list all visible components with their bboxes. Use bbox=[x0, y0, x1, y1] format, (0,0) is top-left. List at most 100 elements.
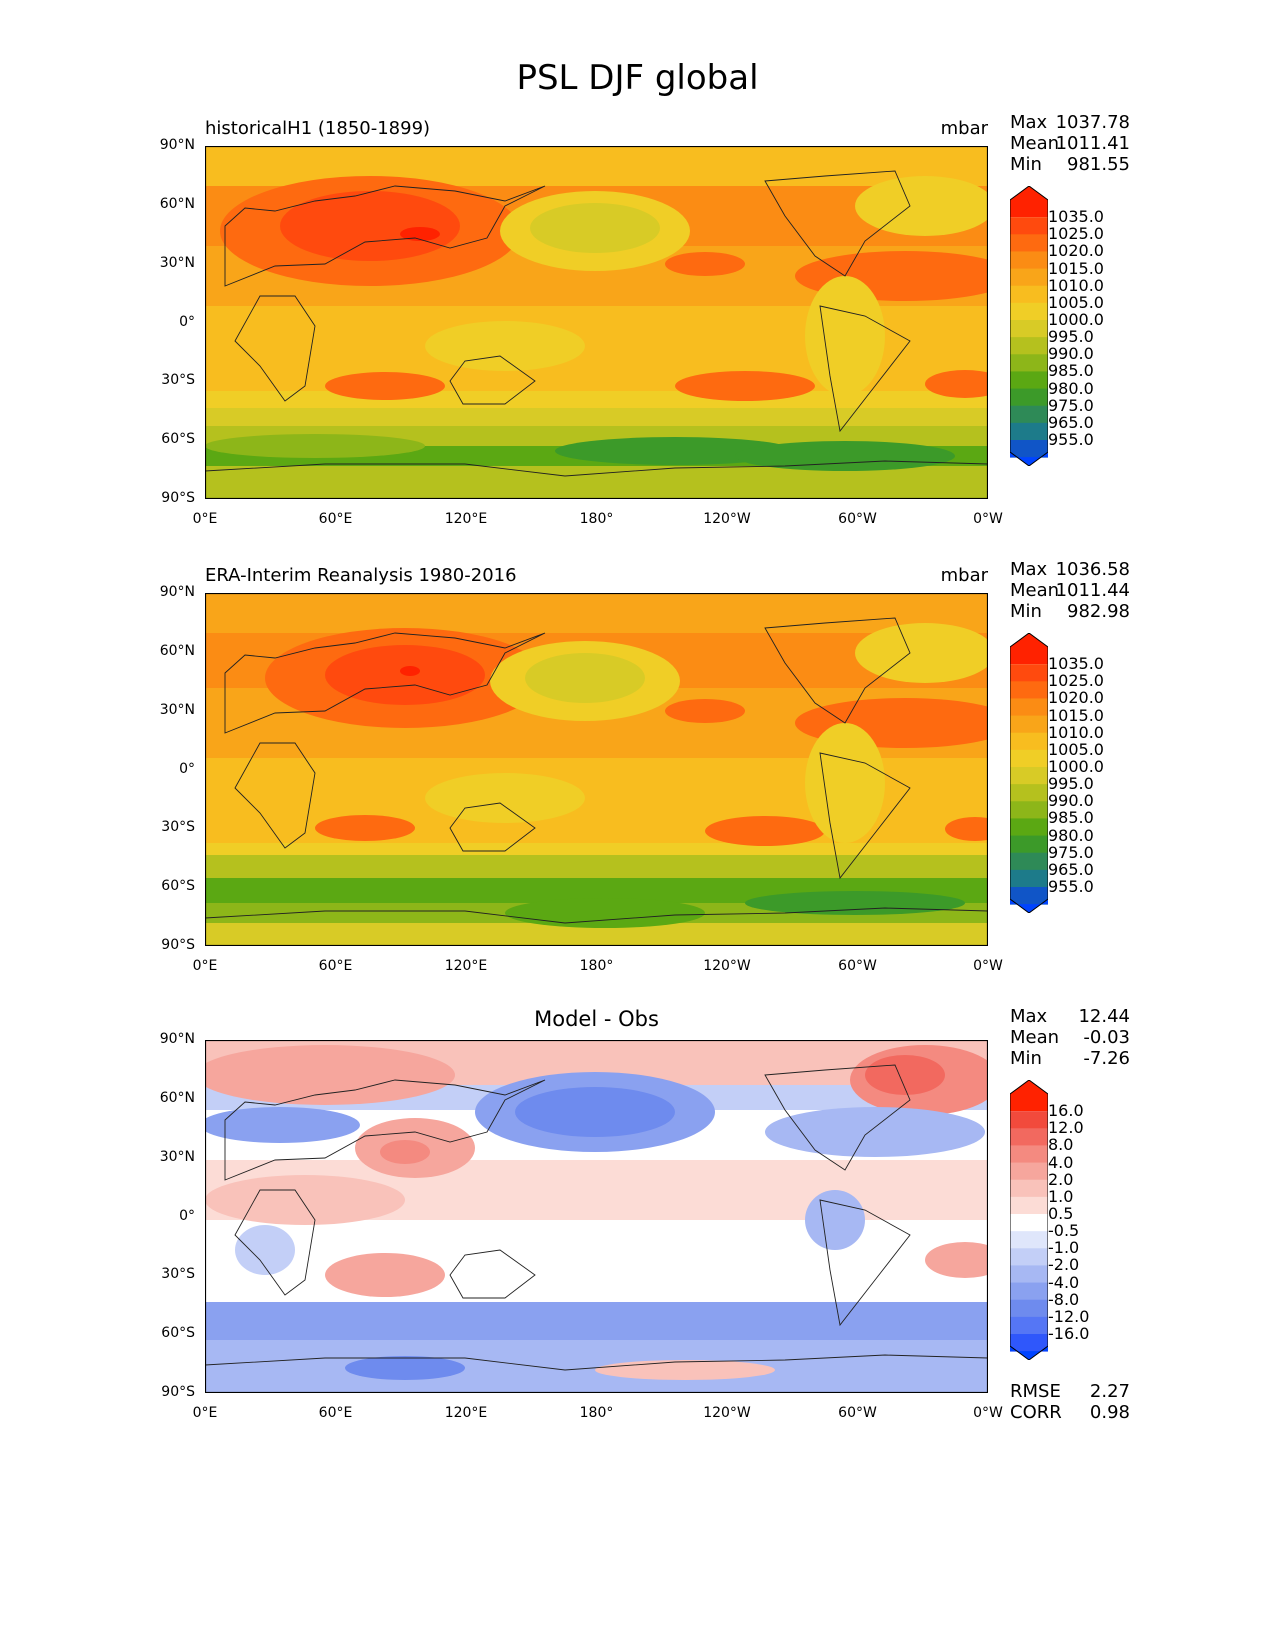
colorbar-label: -8.0 bbox=[1048, 1290, 1079, 1309]
colorbar-swatch bbox=[1010, 698, 1048, 716]
contour-region bbox=[505, 898, 705, 928]
colorbar-swatch bbox=[1010, 354, 1048, 372]
colorbar-label: -12.0 bbox=[1048, 1307, 1089, 1326]
contour-region bbox=[595, 1360, 775, 1380]
y-tick-label: 60°S bbox=[139, 878, 195, 894]
x-tick-label: 60°E bbox=[301, 958, 371, 974]
contour-region bbox=[205, 1107, 360, 1143]
contour-region bbox=[380, 1140, 430, 1164]
colorbar-swatch bbox=[1010, 1300, 1048, 1318]
stat-value-max: 1036.58 bbox=[1040, 559, 1130, 580]
colorbar-swatch bbox=[1010, 303, 1048, 321]
panel-title: Model - Obs bbox=[205, 1007, 988, 1031]
contour-region bbox=[280, 191, 460, 261]
colorbar-label: 955.0 bbox=[1048, 430, 1094, 449]
figure-title: PSL DJF global bbox=[0, 58, 1275, 98]
units-label: mbar bbox=[888, 565, 988, 586]
colorbar-swatch bbox=[1010, 1197, 1048, 1215]
colorbar-label: 990.0 bbox=[1048, 791, 1094, 810]
contour-band bbox=[205, 408, 988, 426]
colorbar-swatch bbox=[1010, 1111, 1048, 1129]
contour-region bbox=[805, 1190, 865, 1250]
stat-value-mean: -0.03 bbox=[1040, 1027, 1130, 1048]
colorbar-label: -16.0 bbox=[1048, 1324, 1089, 1343]
contour-region bbox=[665, 252, 745, 276]
units-label: mbar bbox=[888, 118, 988, 139]
map-svg bbox=[205, 146, 988, 499]
x-tick-label: 0°E bbox=[170, 958, 240, 974]
colorbar bbox=[1010, 633, 1048, 913]
x-tick-label: 120°W bbox=[692, 1405, 762, 1421]
stat-value-max: 1037.78 bbox=[1040, 112, 1130, 133]
colorbar-label: 16.0 bbox=[1048, 1101, 1084, 1120]
map-panel bbox=[205, 593, 988, 946]
y-tick-label: 90°N bbox=[139, 584, 195, 600]
colorbar-label: 995.0 bbox=[1048, 774, 1094, 793]
colorbar-label: 1020.0 bbox=[1048, 688, 1104, 707]
colorbar-label: 975.0 bbox=[1048, 396, 1094, 415]
colorbar-top-extend bbox=[1010, 1080, 1048, 1111]
colorbar-swatch bbox=[1010, 251, 1048, 269]
contour-band bbox=[205, 1355, 988, 1393]
contour-region bbox=[425, 773, 585, 823]
x-tick-label: 0°E bbox=[170, 511, 240, 527]
colorbar-swatch bbox=[1010, 750, 1048, 768]
y-tick-label: 0° bbox=[139, 1208, 195, 1224]
colorbar-label: 1035.0 bbox=[1048, 654, 1104, 673]
colorbar-label: 1010.0 bbox=[1048, 723, 1104, 742]
stat-label-min: Min bbox=[1010, 154, 1042, 175]
stat-value-mean: 1011.44 bbox=[1040, 580, 1130, 601]
colorbar-label: 955.0 bbox=[1048, 877, 1094, 896]
colorbar-swatch bbox=[1010, 1317, 1048, 1335]
colorbar-swatch bbox=[1010, 853, 1048, 871]
colorbar-label: 1025.0 bbox=[1048, 671, 1104, 690]
colorbar-label: 1.0 bbox=[1048, 1187, 1073, 1206]
map-svg bbox=[205, 593, 988, 946]
contour-band bbox=[205, 843, 988, 855]
contour-region bbox=[675, 371, 815, 401]
colorbar-swatch bbox=[1010, 1163, 1048, 1181]
colorbar-swatch bbox=[1010, 320, 1048, 338]
colorbar-swatch bbox=[1010, 1214, 1048, 1232]
contour-region bbox=[530, 203, 660, 253]
colorbar-swatch bbox=[1010, 767, 1048, 785]
map-panel bbox=[205, 1040, 988, 1393]
colorbar-label: 975.0 bbox=[1048, 843, 1094, 862]
stat-value-min: 981.55 bbox=[1040, 154, 1130, 175]
colorbar-swatch bbox=[1010, 1248, 1048, 1266]
colorbar-label: 1035.0 bbox=[1048, 207, 1104, 226]
contour-region bbox=[805, 723, 885, 843]
colorbar-swatch bbox=[1010, 801, 1048, 819]
colorbar-label: 1005.0 bbox=[1048, 293, 1104, 312]
stat-label-min: Min bbox=[1010, 1048, 1042, 1069]
contour-region bbox=[205, 434, 425, 458]
contour-band bbox=[205, 1340, 988, 1355]
x-tick-label: 0°W bbox=[953, 958, 1023, 974]
colorbar-label: 995.0 bbox=[1048, 327, 1094, 346]
colorbar-label: 4.0 bbox=[1048, 1153, 1073, 1172]
x-tick-label: 0°W bbox=[953, 511, 1023, 527]
contour-region bbox=[705, 816, 825, 846]
contour-region bbox=[325, 372, 445, 400]
colorbar-swatch bbox=[1010, 1231, 1048, 1249]
colorbar-label: 1010.0 bbox=[1048, 276, 1104, 295]
map-panel bbox=[205, 146, 988, 499]
x-tick-label: 120°E bbox=[431, 511, 501, 527]
stat-value-max: 12.44 bbox=[1040, 1006, 1130, 1027]
colorbar-swatch bbox=[1010, 1145, 1048, 1163]
contour-band bbox=[205, 391, 988, 408]
colorbar-svg bbox=[1010, 633, 1048, 913]
colorbar-label: 1000.0 bbox=[1048, 757, 1104, 776]
y-tick-label: 60°S bbox=[139, 1325, 195, 1341]
colorbar-swatch bbox=[1010, 440, 1048, 458]
contour-region bbox=[315, 815, 415, 841]
colorbar-swatch bbox=[1010, 733, 1048, 751]
colorbar bbox=[1010, 1080, 1048, 1360]
colorbar-label: 990.0 bbox=[1048, 344, 1094, 363]
contour-region bbox=[205, 1175, 405, 1225]
x-tick-label: 180° bbox=[562, 511, 632, 527]
colorbar-swatch bbox=[1010, 1180, 1048, 1198]
y-tick-label: 90°S bbox=[139, 490, 195, 506]
colorbar-svg bbox=[1010, 1080, 1048, 1360]
colorbar-swatch bbox=[1010, 664, 1048, 682]
